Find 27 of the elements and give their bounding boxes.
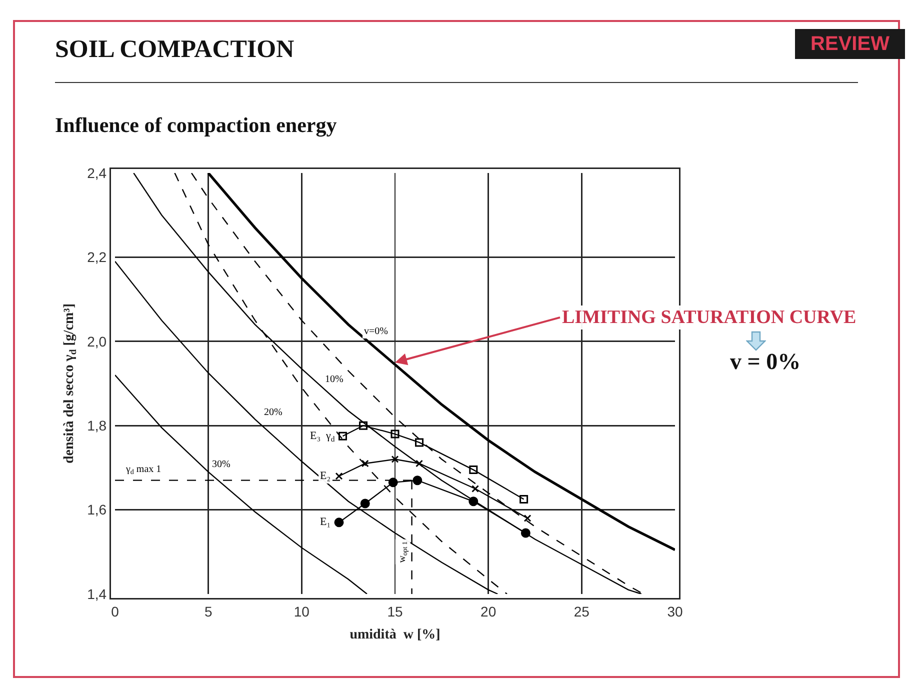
x-tick-label: 30 <box>667 603 683 620</box>
y-tick-label: 2,2 <box>87 249 107 266</box>
series-label: E₃ γ$_{d}$ <box>310 430 335 444</box>
series-label: E₁ <box>320 516 331 528</box>
y-tick-label: 1,6 <box>87 502 107 518</box>
x-axis-title: umidità w [%] <box>350 627 440 642</box>
series-label: 10% <box>325 374 344 385</box>
x-tick-label: 10 <box>294 603 310 620</box>
series-label: E₂ <box>320 470 331 482</box>
chart-title: SOIL COMPACTION <box>55 36 294 64</box>
x-tick-label: 25 <box>574 603 590 620</box>
x-tick-label: 15 <box>387 603 403 620</box>
y-tick-label: 1,8 <box>87 418 107 434</box>
x-tick-label: 20 <box>480 603 496 620</box>
series-label: v=0% <box>364 326 388 337</box>
chart-subtitle: Influence of compaction energy <box>55 113 337 138</box>
x-tick-label: 5 <box>204 603 212 620</box>
text: v = 0% <box>730 349 801 375</box>
series-label: 30% <box>212 459 230 470</box>
y-tick-label: 2,0 <box>87 333 107 350</box>
annotation: LIMITING SATURATION CURVE <box>562 307 856 328</box>
series-label: 20% <box>264 407 282 418</box>
y-tick-label: 1,4 <box>87 586 107 602</box>
text: REVIEW <box>795 29 905 59</box>
x-tick-label: 0 <box>111 603 120 620</box>
y-tick-label: 2,4 <box>87 164 107 181</box>
series-label: γ$_{d}$ max 1 <box>125 464 162 476</box>
